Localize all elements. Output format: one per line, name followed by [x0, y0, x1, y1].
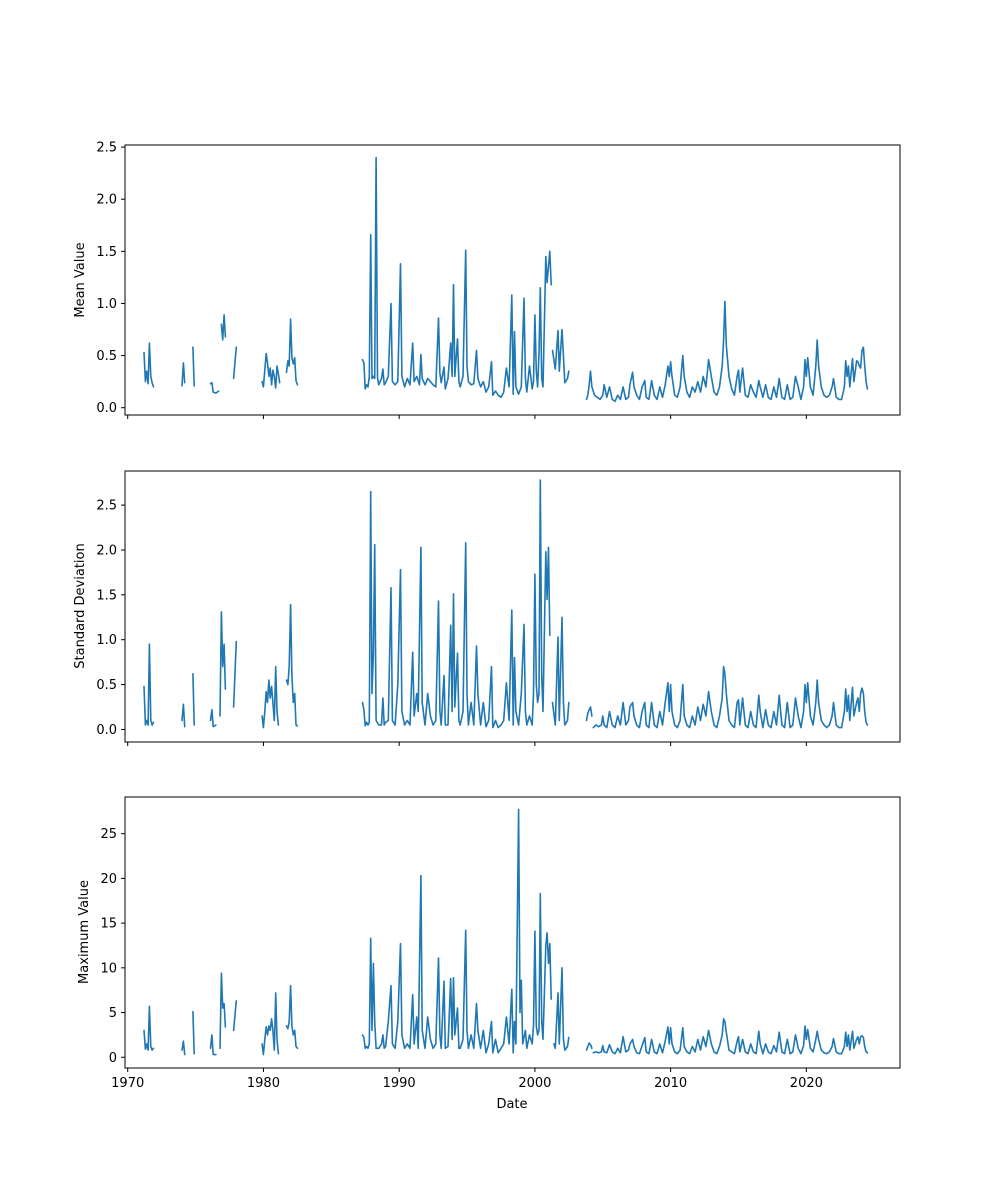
max-series-line: [285, 984, 299, 1050]
max-ytick-label: 15: [100, 917, 117, 932]
standard-deviation-panel: 0.0 0.5 1.0 1.5 2.0 2.5: [96, 470, 901, 746]
mean-series-line: [220, 314, 227, 341]
max-series-line: [261, 992, 280, 1056]
max-xtick-label: 2020: [790, 1076, 823, 1091]
std-ytick-label: 2.0: [96, 543, 117, 558]
mean-ytick-label: 0.0: [96, 401, 117, 416]
std-series-line: [361, 479, 551, 729]
date-xlabel: Date: [496, 1097, 527, 1112]
max-xtick-label: 2010: [654, 1076, 687, 1091]
std-series-line: [209, 708, 217, 728]
max-axes-frame: [124, 796, 901, 1069]
max-series-line: [209, 1034, 217, 1056]
max-xtick-label: 1970: [111, 1076, 144, 1091]
mean-series-line: [143, 342, 155, 388]
max-ytick-label: 0: [109, 1051, 117, 1066]
std-ytick-label: 1.0: [96, 633, 117, 648]
max-series-line: [361, 808, 552, 1054]
max-ytick-label: 20: [100, 872, 117, 887]
std-ytick-label: 1.5: [96, 588, 117, 603]
mean-ytick-label: 1.0: [96, 297, 117, 312]
mean-ytick-label: 2.0: [96, 193, 117, 208]
mean-series-line: [192, 346, 195, 387]
mean-value-ylabel: Mean Value: [73, 242, 88, 317]
mean-series-line: [585, 300, 869, 403]
std-ytick-label: 0.0: [96, 723, 117, 738]
max-series-line: [143, 1005, 155, 1051]
std-series-line: [585, 706, 593, 722]
mean-ytick-label: 2.5: [96, 141, 117, 156]
mean-value-panel: 0.0 0.5 1.0 1.5 2.0 2.5: [96, 141, 901, 419]
mean-series-line: [261, 352, 281, 389]
max-series-line: [553, 967, 570, 1051]
mean-series-line: [361, 156, 552, 399]
mean-series-line: [232, 346, 238, 380]
std-series-line: [551, 616, 570, 726]
max-series-line: [219, 972, 227, 1050]
max-series-line: [585, 1042, 593, 1051]
max-ytick-label: 25: [100, 827, 117, 842]
max-series-line: [192, 1010, 195, 1055]
mean-series-line: [285, 318, 299, 386]
max-series-line: [181, 1040, 186, 1056]
mean-ytick-label: 0.5: [96, 349, 117, 364]
std-series-line: [192, 673, 195, 726]
max-xtick-label: 2000: [518, 1076, 551, 1091]
std-series-line: [181, 703, 186, 728]
mean-series-line: [209, 381, 220, 394]
std-series-line: [219, 611, 227, 717]
mean-series-line: [551, 328, 570, 384]
std-series-line: [285, 603, 299, 727]
std-series-line: [592, 665, 869, 729]
max-ytick-label: 10: [100, 961, 117, 976]
mean-ytick-label: 1.5: [96, 245, 117, 260]
mean-series-line: [181, 362, 186, 387]
max-xtick-label: 1980: [247, 1076, 280, 1091]
mean-axes-frame: [124, 144, 901, 416]
std-series-line: [261, 665, 280, 729]
maximum-value-panel: 0 5 10 15 20 25 1970 1980 1990 2000 2010 2020: [100, 796, 901, 1091]
max-series-line: [232, 1000, 238, 1032]
std-axes-frame: [124, 470, 901, 743]
std-ytick-label: 0.5: [96, 678, 117, 693]
standard-deviation-ylabel: Standard Deviation: [73, 543, 88, 668]
std-series-line: [232, 640, 238, 708]
max-xtick-label: 1990: [383, 1076, 416, 1091]
std-ytick-label: 2.5: [96, 499, 117, 514]
max-series-line: [592, 1018, 869, 1055]
max-ytick-label: 5: [109, 1006, 117, 1021]
std-series-line: [143, 643, 155, 726]
maximum-value-ylabel: Maximum Value: [77, 880, 92, 984]
